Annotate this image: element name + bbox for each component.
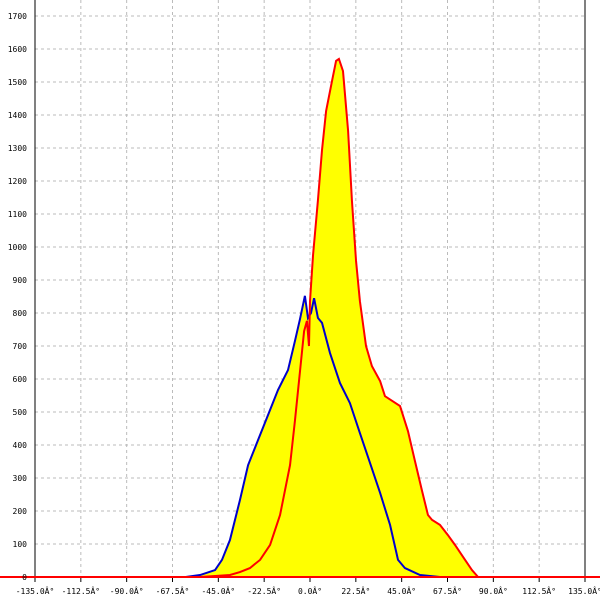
y-tick-label: 400 bbox=[13, 441, 28, 450]
x-tick-label: 112.5Â° bbox=[522, 585, 556, 596]
x-tick-label: 45.0Â° bbox=[387, 585, 416, 596]
y-tick-label: 100 bbox=[13, 540, 28, 549]
y-tick-label: 700 bbox=[13, 342, 28, 351]
y-tick-label: 1100 bbox=[8, 210, 27, 219]
y-tick-label: 900 bbox=[13, 276, 28, 285]
x-tick-label: -67.5Â° bbox=[156, 585, 190, 596]
axes bbox=[34, 0, 586, 582]
y-tick-label: 1200 bbox=[8, 177, 27, 186]
y-tick-label: 1000 bbox=[8, 243, 27, 252]
series-2-fill bbox=[200, 58, 479, 577]
area-fills bbox=[185, 58, 479, 577]
x-tick-label: 135.0Â° bbox=[568, 585, 600, 596]
y-tick-label: 200 bbox=[13, 507, 28, 516]
y-tick-label: 1700 bbox=[8, 12, 27, 21]
series-lines bbox=[0, 57, 600, 578]
x-tick-label: 0.0Â° bbox=[298, 585, 322, 596]
x-tick-label: 22.5Â° bbox=[341, 585, 370, 596]
tick-labels: 0 100 200 300 400 500 600 700 800 900 1000 1100 1200… bbox=[8, 12, 600, 596]
y-tick-label: 1600 bbox=[8, 45, 27, 54]
x-tick-label: -22.5Â° bbox=[247, 585, 281, 596]
y-tick-label: 600 bbox=[13, 375, 28, 384]
x-tick-label: 90.0Â° bbox=[479, 585, 508, 596]
x-tick-label: -90.0Â° bbox=[110, 585, 144, 596]
y-tick-label: 1400 bbox=[8, 111, 27, 120]
y-tick-label: 1500 bbox=[8, 78, 27, 87]
series-2-line bbox=[199, 57, 479, 578]
y-tick-label: 300 bbox=[13, 474, 28, 483]
y-tick-label: 0 bbox=[22, 573, 27, 582]
grid bbox=[35, 0, 585, 577]
x-tick-label: -135.0Â° bbox=[16, 585, 55, 596]
x-tick-label: -112.5Â° bbox=[62, 585, 101, 596]
y-tick-label: 1300 bbox=[8, 144, 27, 153]
y-tick-label: 500 bbox=[13, 408, 28, 417]
x-tick-label: 67.5Â° bbox=[433, 585, 462, 596]
y-tick-label: 800 bbox=[13, 309, 28, 318]
x-tick-label: -45.0Â° bbox=[201, 585, 235, 596]
